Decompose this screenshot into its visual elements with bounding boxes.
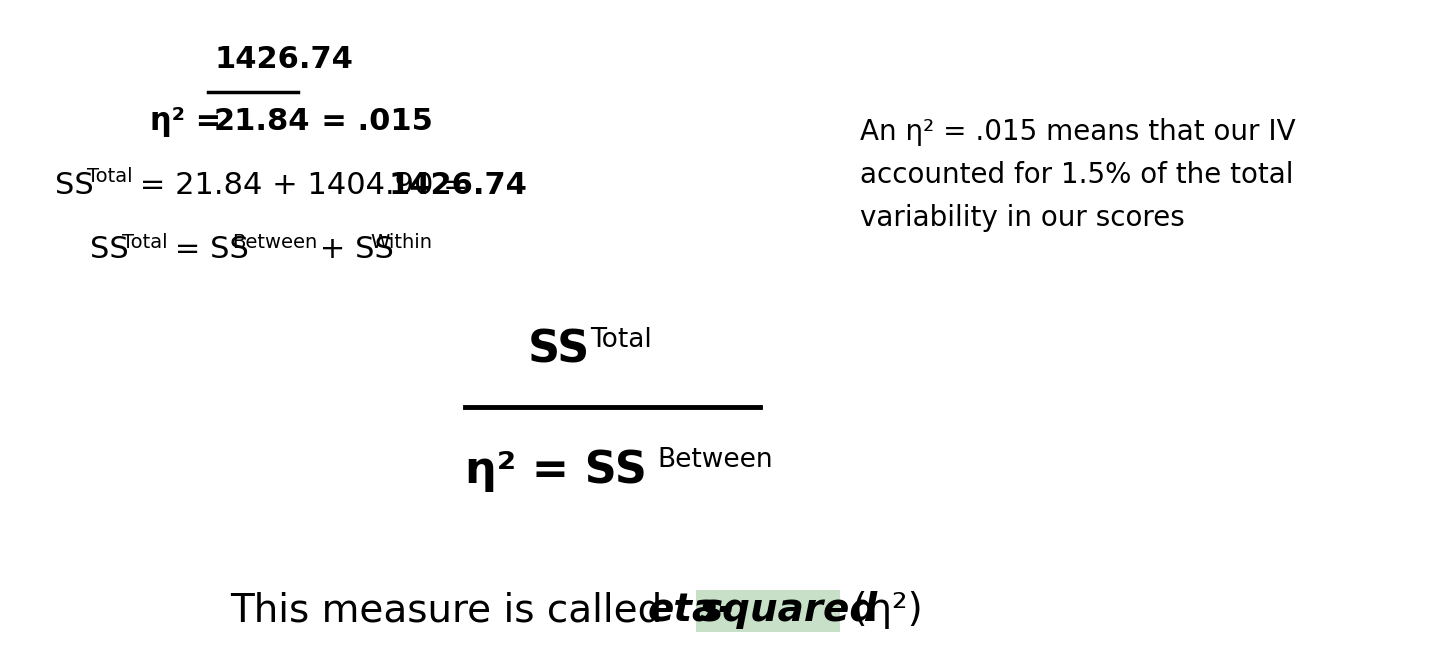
FancyBboxPatch shape bbox=[696, 590, 840, 632]
Text: = SS: = SS bbox=[166, 235, 249, 265]
Text: eta-: eta- bbox=[648, 591, 736, 629]
Text: 21.84: 21.84 bbox=[215, 108, 311, 136]
Text: Within: Within bbox=[370, 233, 432, 251]
Text: SS: SS bbox=[528, 329, 590, 372]
Text: 1426.74: 1426.74 bbox=[215, 45, 353, 74]
Text: Total: Total bbox=[122, 233, 167, 251]
Text: Total: Total bbox=[86, 168, 132, 186]
Text: SS: SS bbox=[89, 235, 128, 265]
Text: = 21.84 + 1404.90 =: = 21.84 + 1404.90 = bbox=[130, 170, 478, 200]
Text: Between: Between bbox=[232, 233, 317, 251]
Text: η² =: η² = bbox=[150, 107, 232, 137]
Text: Between: Between bbox=[657, 447, 773, 473]
Text: This measure is called: This measure is called bbox=[230, 591, 687, 629]
Text: = .015: = .015 bbox=[300, 108, 433, 136]
Text: SS: SS bbox=[55, 170, 94, 200]
Text: squared: squared bbox=[700, 591, 878, 629]
Text: η² = SS: η² = SS bbox=[465, 448, 647, 491]
Text: 1426.74: 1426.74 bbox=[387, 170, 527, 200]
Text: (η²): (η²) bbox=[840, 591, 923, 629]
Text: An η² = .015 means that our IV
accounted for 1.5% of the total
variability in ou: An η² = .015 means that our IV accounted… bbox=[860, 118, 1296, 232]
Text: + SS: + SS bbox=[310, 235, 395, 265]
Text: Total: Total bbox=[590, 327, 652, 353]
